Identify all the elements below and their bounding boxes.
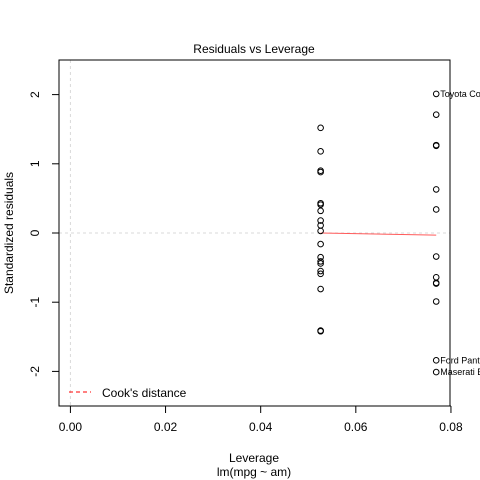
- point-annotation-2: Ford Pante: [440, 355, 480, 365]
- point-annotation-3: Maserati B: [440, 367, 480, 377]
- legend-cooks-distance-label: Cook's distance: [102, 386, 187, 400]
- x-tick-label-4: 0.08: [439, 420, 463, 434]
- x-axis: 0.00 0.02 0.04 0.06 0.08: [59, 406, 463, 434]
- chart-title: Residuals vs Leverage: [193, 42, 315, 56]
- y-tick-label-1: -1: [28, 297, 42, 308]
- x-axis-title: Leverage: [229, 451, 279, 465]
- x-tick-label-0: 0.00: [59, 420, 83, 434]
- point-annotation-1: Toyota Co: [440, 89, 480, 99]
- y-tick-label-3: 1: [28, 160, 42, 167]
- x-tick-label-3: 0.06: [344, 420, 368, 434]
- y-axis: -2 -1 0 1 2: [28, 91, 59, 377]
- y-axis-title: Standardized residuals: [2, 172, 16, 294]
- y-tick-label-0: -2: [28, 366, 42, 377]
- x-axis-subtitle: lm(mpg ~ am): [217, 465, 291, 479]
- x-tick-label-2: 0.04: [249, 420, 273, 434]
- y-tick-label-2: 0: [28, 229, 42, 236]
- x-tick-label-1: 0.02: [154, 420, 178, 434]
- y-tick-label-4: 2: [28, 91, 42, 98]
